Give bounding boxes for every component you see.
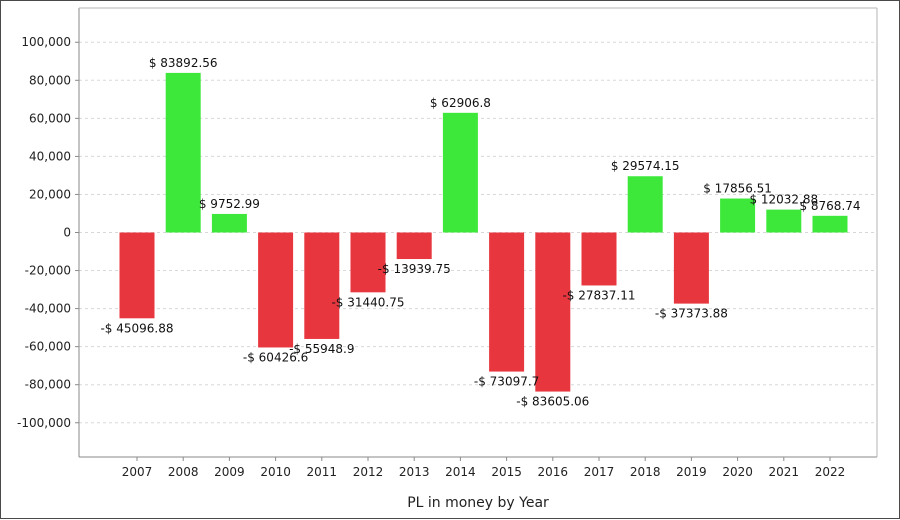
x-tick-label: 2022 bbox=[815, 465, 846, 479]
y-tick-label: 80,000 bbox=[29, 73, 71, 87]
data-label: -$ 60426.6 bbox=[243, 350, 308, 364]
bar-2013 bbox=[396, 232, 432, 260]
grid-lines bbox=[79, 41, 877, 424]
x-tick-label: 2013 bbox=[399, 465, 430, 479]
x-tick-label: 2009 bbox=[214, 465, 245, 479]
data-labels: -$ 45096.88 $ 83892.56 $ 9752.99 -$ 60426.6… bbox=[100, 56, 860, 409]
data-label: $ 8768.74 bbox=[799, 199, 860, 213]
bar-2010 bbox=[258, 232, 294, 348]
data-label: $ 83892.56 bbox=[149, 56, 218, 70]
data-label: $ 12032.88 bbox=[749, 193, 818, 207]
bar-2016 bbox=[535, 232, 571, 392]
data-label: $ 29574.15 bbox=[611, 159, 680, 173]
bar-2015 bbox=[489, 232, 525, 372]
data-label: -$ 13939.75 bbox=[378, 262, 451, 276]
bar-2009 bbox=[211, 213, 247, 233]
x-tick-label: 2017 bbox=[584, 465, 615, 479]
x-tick-label: 2015 bbox=[491, 465, 522, 479]
y-tick-label: 20,000 bbox=[29, 187, 71, 201]
x-tick-label: 2007 bbox=[122, 465, 153, 479]
x-tick-label: 2016 bbox=[538, 465, 569, 479]
data-label: $ 62906.8 bbox=[430, 96, 491, 110]
x-tick-label: 2010 bbox=[260, 465, 291, 479]
x-tick-label: 2008 bbox=[168, 465, 199, 479]
data-label: $ 9752.99 bbox=[199, 197, 260, 211]
bar-2019 bbox=[673, 232, 709, 304]
data-label: -$ 45096.88 bbox=[100, 321, 173, 335]
x-tick-label: 2019 bbox=[676, 465, 707, 479]
y-tick-label: -80,000 bbox=[25, 378, 71, 392]
y-tick-label: 0 bbox=[63, 226, 71, 240]
data-label: -$ 73097.7 bbox=[474, 375, 539, 389]
data-label: -$ 31440.75 bbox=[331, 295, 404, 309]
x-axis-title: PL in money by Year bbox=[407, 495, 549, 511]
data-label: -$ 55948.9 bbox=[289, 342, 354, 356]
bar-2022 bbox=[812, 215, 848, 233]
x-tick-label: 2021 bbox=[769, 465, 800, 479]
data-label: -$ 37373.88 bbox=[655, 307, 728, 321]
y-tick-label: 60,000 bbox=[29, 111, 71, 125]
y-tick-label: -40,000 bbox=[25, 302, 71, 316]
axes: 100,000 80,000 60,000 40,000 20,000 0 -20,000 -… bbox=[17, 7, 878, 479]
bar-2021 bbox=[766, 209, 802, 233]
x-tick-label: 2020 bbox=[722, 465, 753, 479]
bars bbox=[119, 72, 848, 392]
y-tick-label: 100,000 bbox=[21, 35, 71, 49]
bar-2008 bbox=[165, 72, 201, 233]
bar-2017 bbox=[581, 232, 617, 286]
x-tick-label: 2014 bbox=[445, 465, 476, 479]
y-tick-label: -60,000 bbox=[25, 340, 71, 354]
bar-2011 bbox=[304, 232, 340, 339]
x-tick-label: 2018 bbox=[630, 465, 661, 479]
bar-2018 bbox=[627, 176, 663, 233]
y-tick-label: 40,000 bbox=[29, 149, 71, 163]
data-label: -$ 27837.11 bbox=[562, 288, 635, 302]
x-tick-label: 2012 bbox=[353, 465, 384, 479]
x-tick-label: 2011 bbox=[307, 465, 338, 479]
data-label: $ 17856.51 bbox=[703, 182, 772, 196]
y-tick-label: -100,000 bbox=[17, 416, 71, 430]
data-label: -$ 83605.06 bbox=[516, 395, 589, 409]
bar-2012 bbox=[350, 232, 386, 293]
bar-2007 bbox=[119, 232, 155, 319]
bar-2020 bbox=[720, 198, 756, 233]
bar-2014 bbox=[442, 112, 478, 233]
y-tick-label: -20,000 bbox=[25, 264, 71, 278]
